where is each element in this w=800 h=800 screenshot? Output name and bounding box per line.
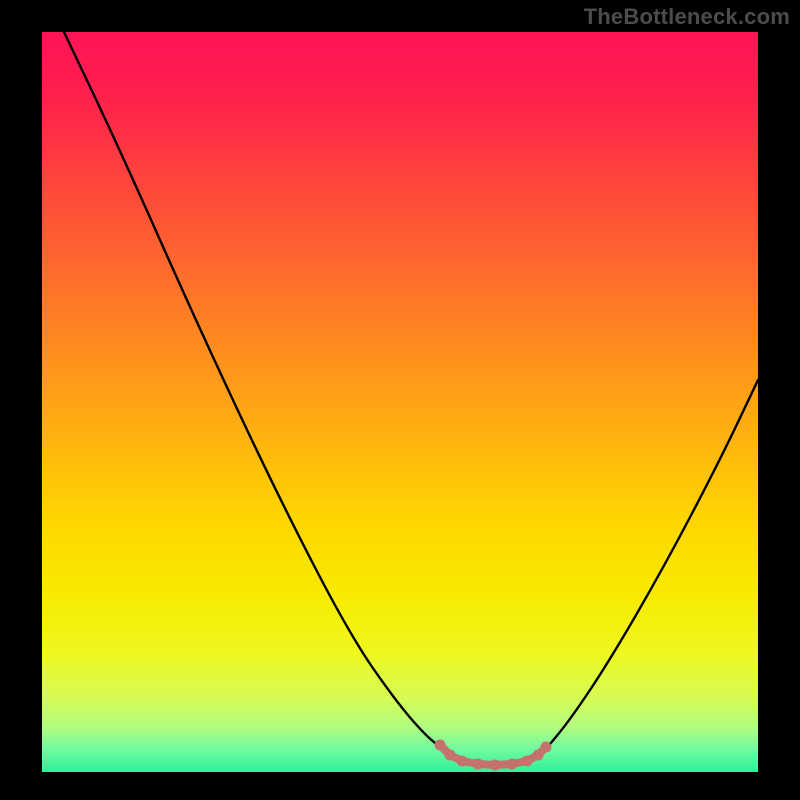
chart-container: TheBottleneck.com: [0, 0, 800, 800]
valley-dot: [445, 750, 456, 761]
valley-dot: [473, 759, 484, 770]
valley-dot: [533, 750, 544, 761]
watermark-text: TheBottleneck.com: [584, 4, 790, 30]
bottleneck-curve-chart: [0, 0, 800, 800]
valley-dot: [522, 756, 533, 767]
valley-dot: [457, 756, 468, 767]
valley-dot: [435, 740, 446, 751]
valley-dot: [541, 742, 552, 753]
valley-dot: [507, 759, 518, 770]
valley-dot: [490, 760, 501, 771]
plot-background: [42, 32, 758, 772]
